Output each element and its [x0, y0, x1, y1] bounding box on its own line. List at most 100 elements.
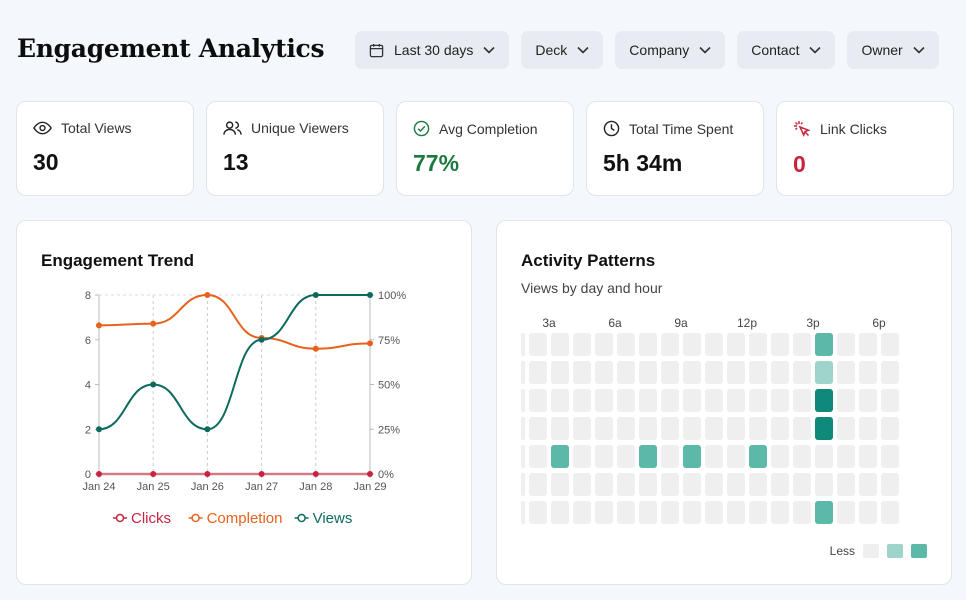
- heatmap-cell[interactable]: [595, 501, 613, 524]
- heatmap-cell[interactable]: [771, 333, 789, 356]
- heatmap-cell[interactable]: [771, 417, 789, 440]
- heatmap-cell[interactable]: [617, 389, 635, 412]
- contact-filter[interactable]: Contact: [737, 31, 836, 69]
- heatmap-cell[interactable]: [521, 501, 525, 524]
- heatmap-cell[interactable]: [771, 501, 789, 524]
- heatmap-cell[interactable]: [881, 389, 899, 412]
- heatmap-cell[interactable]: [837, 389, 855, 412]
- heatmap-cell[interactable]: [881, 333, 899, 356]
- heatmap-cell[interactable]: [661, 501, 679, 524]
- heatmap-cell[interactable]: [639, 417, 657, 440]
- heatmap-cell[interactable]: [771, 361, 789, 384]
- heatmap-cell[interactable]: [771, 389, 789, 412]
- heatmap-cell[interactable]: [705, 417, 723, 440]
- heatmap-cell[interactable]: [727, 473, 745, 496]
- heatmap-cell[interactable]: [881, 445, 899, 468]
- heatmap-cell[interactable]: [617, 417, 635, 440]
- heatmap-cell[interactable]: [815, 417, 833, 440]
- heatmap-cell[interactable]: [529, 445, 547, 468]
- heatmap-cell[interactable]: [859, 333, 877, 356]
- heatmap-cell[interactable]: [793, 417, 811, 440]
- heatmap-cell[interactable]: [727, 417, 745, 440]
- heatmap-cell[interactable]: [617, 445, 635, 468]
- heatmap-cell[interactable]: [749, 389, 767, 412]
- heatmap-cell[interactable]: [573, 473, 591, 496]
- heatmap-cell[interactable]: [837, 473, 855, 496]
- owner-filter[interactable]: Owner: [847, 31, 939, 69]
- heatmap-cell[interactable]: [683, 389, 701, 412]
- heatmap-cell[interactable]: [881, 417, 899, 440]
- heatmap-cell[interactable]: [881, 361, 899, 384]
- heatmap-cell[interactable]: [837, 333, 855, 356]
- heatmap-cell[interactable]: [859, 445, 877, 468]
- heatmap-cell[interactable]: [529, 333, 547, 356]
- heatmap-cell[interactable]: [815, 389, 833, 412]
- deck-filter[interactable]: Deck: [521, 31, 604, 69]
- heatmap-cell[interactable]: [837, 445, 855, 468]
- heatmap-cell[interactable]: [771, 473, 789, 496]
- heatmap-cell[interactable]: [551, 333, 569, 356]
- heatmap-cell[interactable]: [683, 333, 701, 356]
- heatmap-cell[interactable]: [521, 417, 525, 440]
- heatmap-cell[interactable]: [793, 361, 811, 384]
- heatmap-cell[interactable]: [815, 361, 833, 384]
- heatmap-cell[interactable]: [727, 389, 745, 412]
- heatmap-cell[interactable]: [529, 473, 547, 496]
- heatmap-cell[interactable]: [815, 473, 833, 496]
- heatmap-cell[interactable]: [551, 361, 569, 384]
- heatmap-cell[interactable]: [837, 361, 855, 384]
- heatmap-cell[interactable]: [573, 333, 591, 356]
- heatmap-cell[interactable]: [521, 445, 525, 468]
- heatmap-cell[interactable]: [573, 501, 591, 524]
- heatmap-cell[interactable]: [705, 473, 723, 496]
- heatmap-cell[interactable]: [639, 501, 657, 524]
- heatmap-cell[interactable]: [551, 445, 569, 468]
- heatmap-cell[interactable]: [815, 501, 833, 524]
- heatmap-cell[interactable]: [573, 445, 591, 468]
- heatmap-cell[interactable]: [683, 361, 701, 384]
- heatmap-cell[interactable]: [661, 333, 679, 356]
- heatmap-cell[interactable]: [705, 501, 723, 524]
- heatmap-cell[interactable]: [793, 389, 811, 412]
- heatmap-cell[interactable]: [859, 361, 877, 384]
- heatmap-cell[interactable]: [793, 333, 811, 356]
- heatmap-cell[interactable]: [529, 501, 547, 524]
- heatmap-cell[interactable]: [727, 333, 745, 356]
- heatmap-cell[interactable]: [705, 333, 723, 356]
- heatmap-cell[interactable]: [815, 445, 833, 468]
- heatmap-cell[interactable]: [881, 501, 899, 524]
- heatmap-cell[interactable]: [529, 417, 547, 440]
- heatmap-cell[interactable]: [595, 389, 613, 412]
- heatmap-cell[interactable]: [661, 417, 679, 440]
- heatmap-cell[interactable]: [521, 473, 525, 496]
- heatmap-cell[interactable]: [617, 473, 635, 496]
- heatmap-cell[interactable]: [661, 389, 679, 412]
- heatmap-cell[interactable]: [551, 417, 569, 440]
- heatmap-cell[interactable]: [727, 361, 745, 384]
- heatmap-cell[interactable]: [749, 361, 767, 384]
- heatmap-cell[interactable]: [661, 361, 679, 384]
- heatmap-cell[interactable]: [529, 389, 547, 412]
- heatmap-cell[interactable]: [617, 333, 635, 356]
- heatmap-cell[interactable]: [573, 417, 591, 440]
- heatmap-cell[interactable]: [639, 333, 657, 356]
- heatmap-cell[interactable]: [749, 445, 767, 468]
- heatmap-cell[interactable]: [521, 361, 525, 384]
- heatmap-cell[interactable]: [705, 389, 723, 412]
- heatmap-cell[interactable]: [661, 445, 679, 468]
- heatmap-cell[interactable]: [595, 473, 613, 496]
- heatmap-cell[interactable]: [859, 389, 877, 412]
- heatmap-cell[interactable]: [859, 473, 877, 496]
- heatmap-cell[interactable]: [793, 473, 811, 496]
- heatmap-cell[interactable]: [639, 473, 657, 496]
- heatmap-cell[interactable]: [793, 445, 811, 468]
- heatmap-cell[interactable]: [683, 501, 701, 524]
- heatmap-cell[interactable]: [749, 501, 767, 524]
- heatmap-cell[interactable]: [521, 389, 525, 412]
- heatmap-cell[interactable]: [793, 501, 811, 524]
- heatmap-cell[interactable]: [859, 417, 877, 440]
- heatmap-cell[interactable]: [881, 473, 899, 496]
- heatmap-cell[interactable]: [639, 389, 657, 412]
- heatmap-cell[interactable]: [705, 361, 723, 384]
- heatmap-cell[interactable]: [749, 333, 767, 356]
